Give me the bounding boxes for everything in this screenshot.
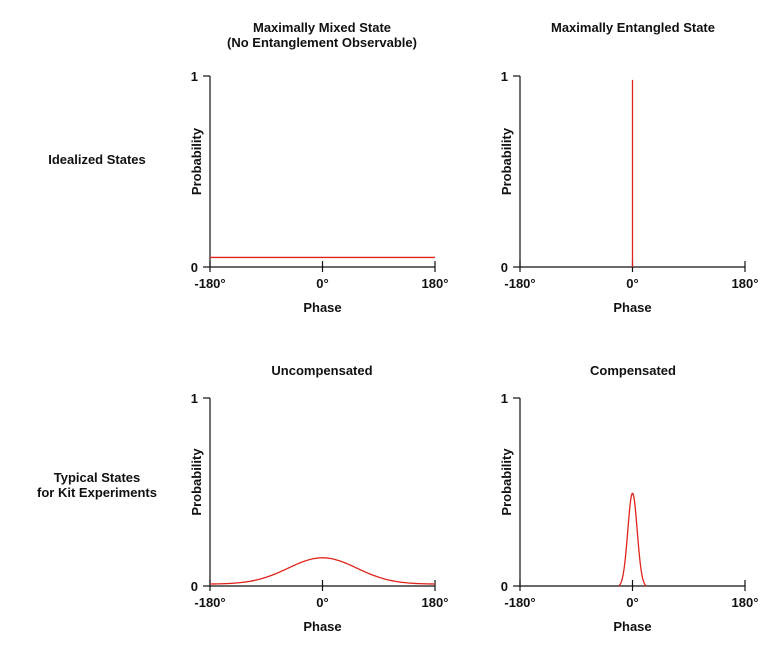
x-tick-label: 0° (626, 276, 638, 291)
row-label-line: Idealized States (48, 152, 146, 167)
chart-title-line: Compensated (590, 363, 676, 378)
x-tick-label: 0° (626, 595, 638, 610)
x-tick-label: -180° (194, 276, 225, 291)
y-tick-label: 1 (191, 69, 198, 84)
x-axis-label: Phase (613, 619, 651, 634)
x-tick-label: 180° (732, 595, 759, 610)
probability-curve (209, 557, 436, 585)
row-label-line: Typical States (53, 470, 141, 485)
chart-title-mixed: Maximally Mixed State (No Entanglement O… (182, 20, 462, 50)
x-axis-label: Phase (613, 300, 651, 315)
x-tick-label: -180° (504, 276, 535, 291)
y-axis-label: Probability (499, 127, 514, 195)
x-axis-label: Phase (303, 300, 341, 315)
y-tick-label: 1 (501, 391, 508, 406)
row-label-line: for Kit Experiments (37, 485, 157, 500)
y-axis-label: Probability (189, 127, 204, 195)
chart-title-line: (No Entanglement Observable) (227, 35, 417, 50)
y-tick-label: 0 (501, 260, 508, 275)
y-tick-label: 1 (191, 391, 198, 406)
x-tick-label: 0° (316, 276, 328, 291)
row-label-idealized: Idealized States (22, 152, 172, 167)
y-axis-label: Probability (499, 448, 514, 516)
y-tick-label: 0 (191, 260, 198, 275)
x-tick-label: -180° (504, 595, 535, 610)
chart-title-compensated: Compensated (493, 363, 773, 378)
chart-title-uncompensated: Uncompensated (182, 363, 462, 378)
y-tick-label: 0 (501, 579, 508, 594)
chart-title-line: Maximally Entangled State (551, 20, 715, 35)
x-axis-label: Phase (303, 619, 341, 634)
x-tick-label: 180° (422, 276, 449, 291)
chart-title-line: Maximally Mixed State (253, 20, 391, 35)
x-tick-label: 0° (316, 595, 328, 610)
y-tick-label: 0 (191, 579, 198, 594)
row-label-typical: Typical States for Kit Experiments (22, 470, 172, 500)
chart-title-entangled: Maximally Entangled State (493, 20, 773, 35)
chart-title-line: Uncompensated (271, 363, 373, 378)
probability-curve (618, 492, 647, 587)
y-axis-label: Probability (189, 448, 204, 516)
x-tick-label: 180° (732, 276, 759, 291)
x-tick-label: -180° (194, 595, 225, 610)
x-tick-label: 180° (422, 595, 449, 610)
y-tick-label: 1 (501, 69, 508, 84)
